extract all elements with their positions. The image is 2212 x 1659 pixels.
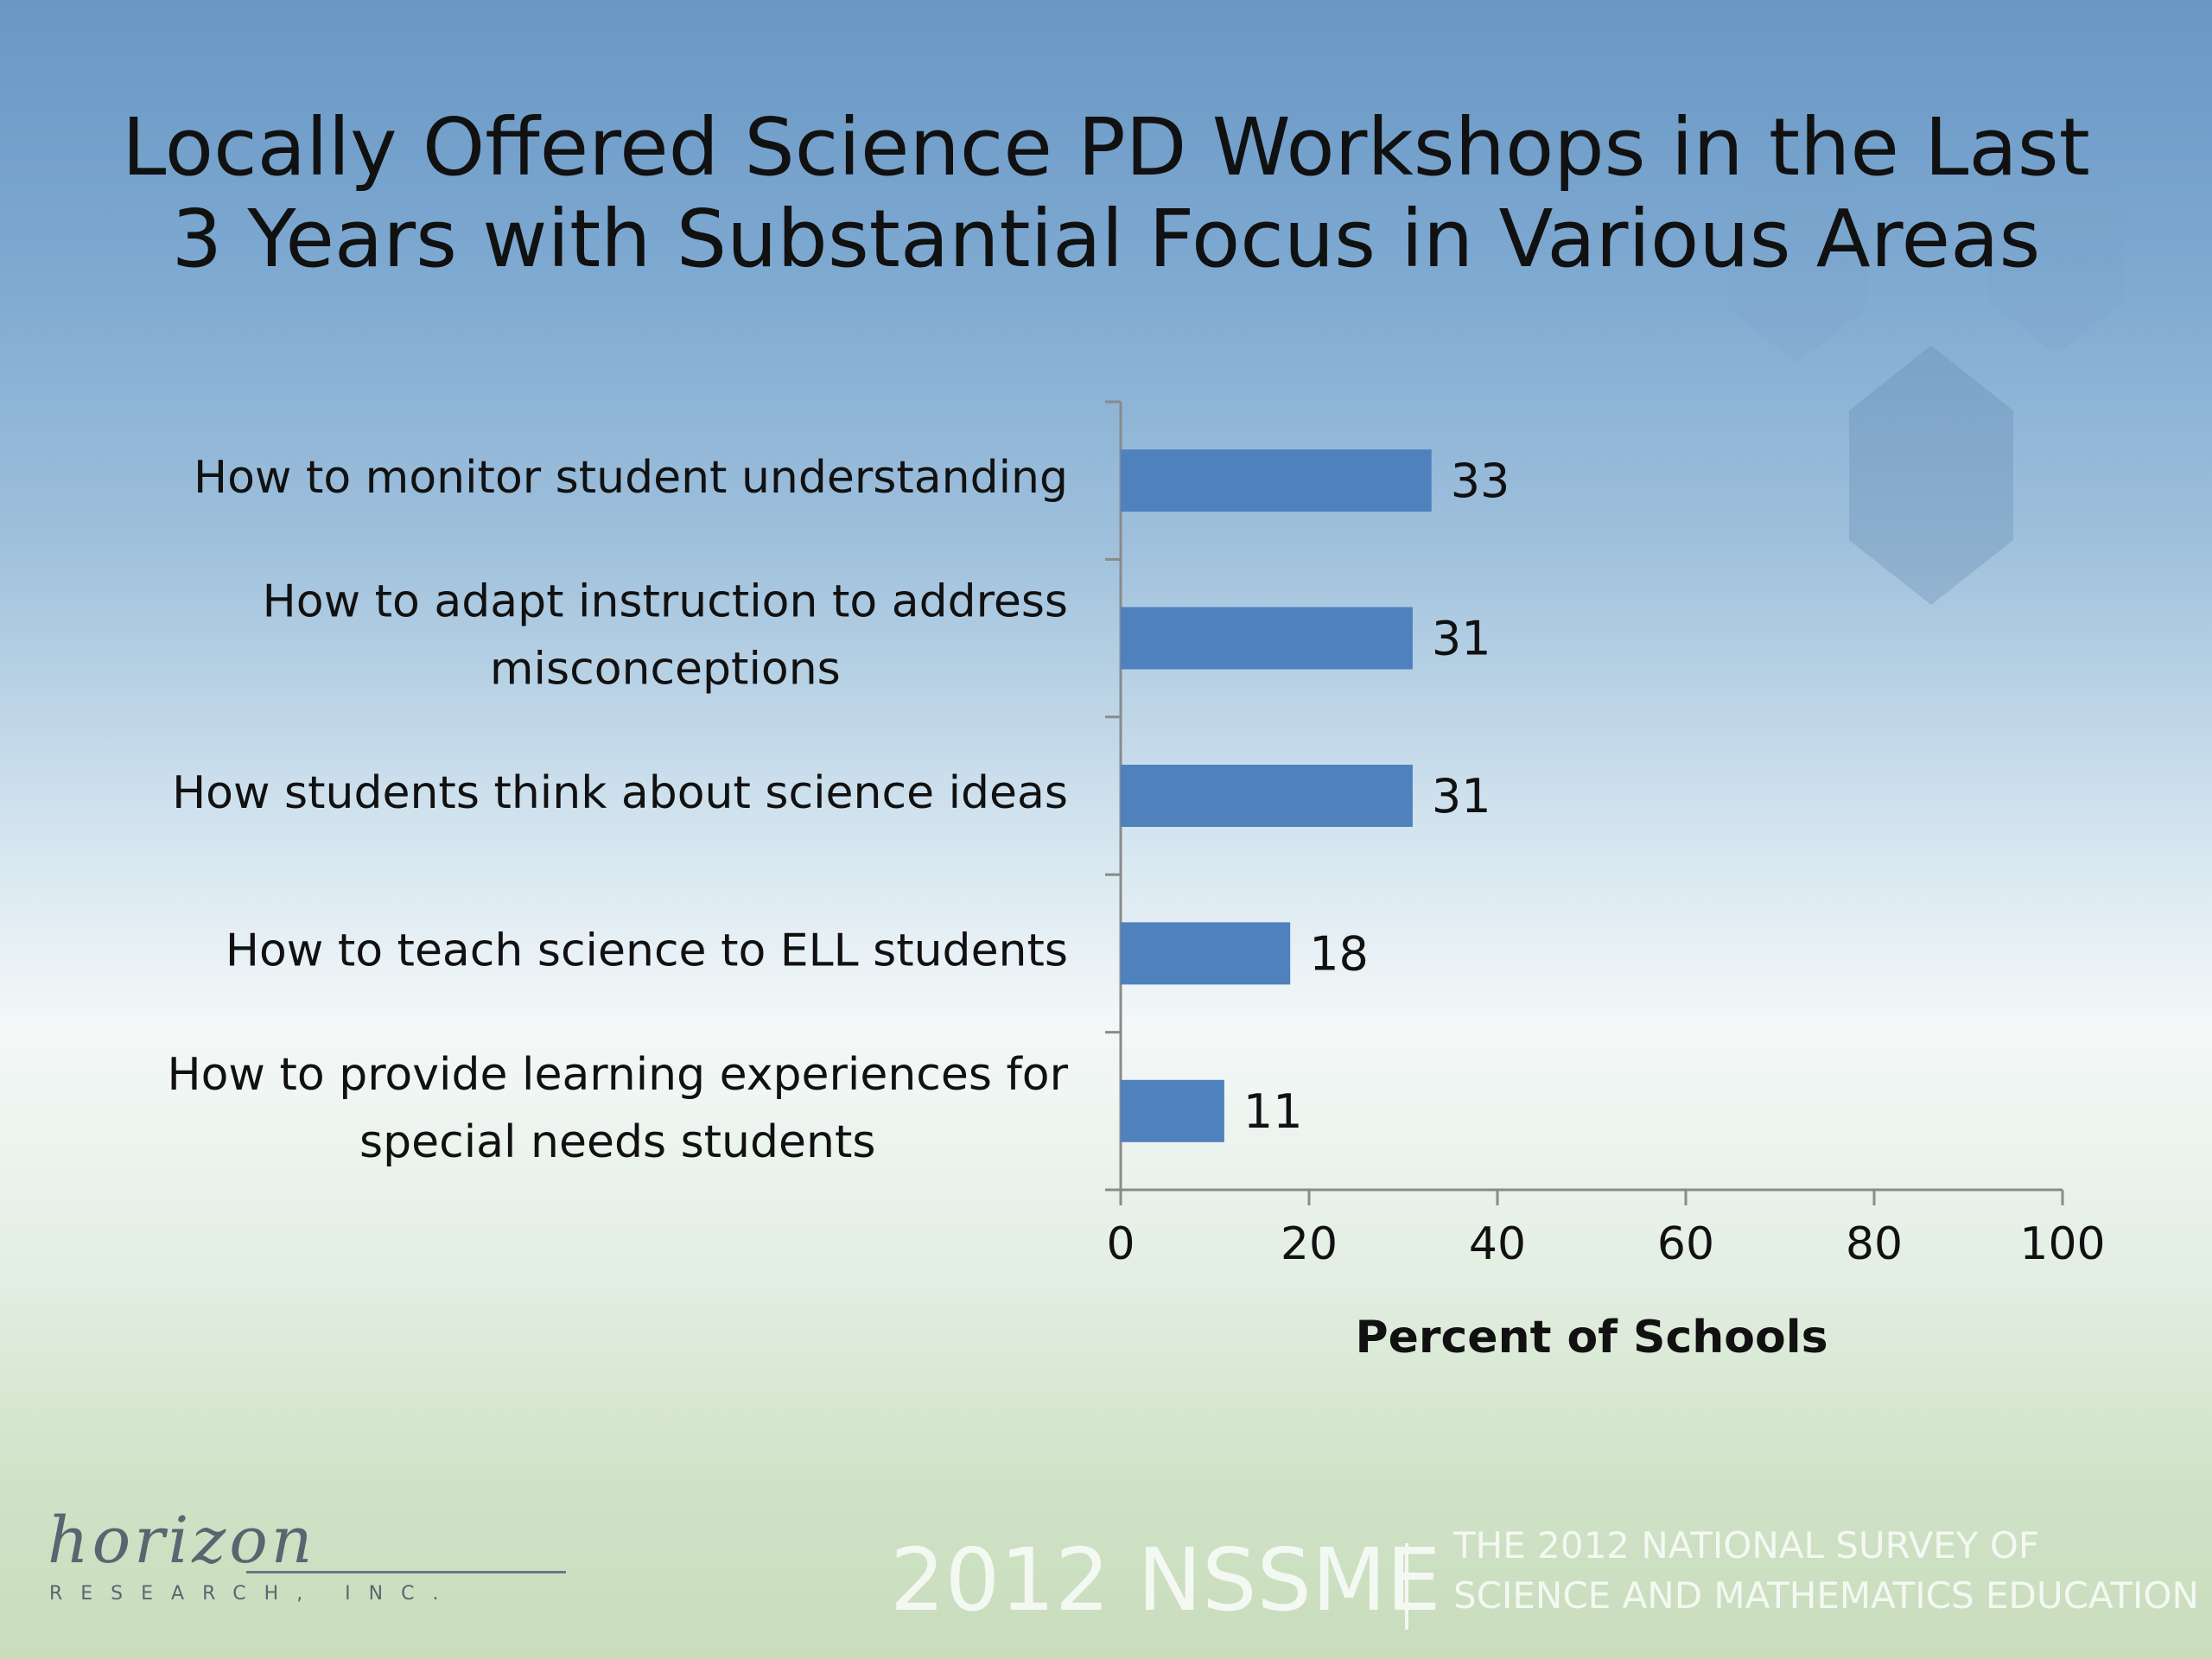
category-label: How to provide learning experiences for xyxy=(167,1049,1068,1101)
bar-value-label: 31 xyxy=(1432,769,1491,823)
nssme-brand: 2012 NSSME xyxy=(890,1529,1441,1630)
x-axis-label: Percent of Schools xyxy=(1355,1312,1827,1363)
bar xyxy=(1121,1079,1224,1142)
x-tick-label: 100 xyxy=(2019,1218,2105,1270)
logo-subtitle: RESEARCH, INC. xyxy=(49,1583,457,1605)
x-tick-label: 80 xyxy=(1846,1218,1903,1270)
category-label: How to adapt instruction to address xyxy=(263,576,1068,628)
background-hexagon xyxy=(1987,138,2126,354)
bar xyxy=(1121,607,1413,670)
x-tick-label: 60 xyxy=(1657,1218,1714,1270)
category-label: misconceptions xyxy=(490,644,841,696)
background-hexagon xyxy=(1849,346,2013,605)
bar-value-label: 11 xyxy=(1243,1084,1303,1139)
slide-title-line-2: 3 Years with Substantial Focus in Variou… xyxy=(171,193,2041,285)
survey-name-line-2: SCIENCE AND MATHEMATICS EDUCATION xyxy=(1453,1574,2199,1617)
brand-divider xyxy=(1405,1543,1408,1630)
slide-title-line-1: Locally Offered Science PD Workshops in … xyxy=(122,101,2090,194)
horizon-research-logo: horizon RESEARCH, INC. xyxy=(48,1503,566,1633)
x-tick-label: 0 xyxy=(1106,1218,1135,1270)
logo-underline xyxy=(246,1571,566,1573)
category-label: How to teach science to ELL students xyxy=(226,925,1068,976)
bar xyxy=(1121,922,1291,985)
category-label: How students think about science ideas xyxy=(172,767,1068,819)
logo-script-text: horizon xyxy=(48,1503,316,1578)
bar xyxy=(1121,449,1432,512)
bar xyxy=(1121,765,1413,827)
bar-value-label: 33 xyxy=(1451,454,1510,508)
survey-name-line-1: THE 2012 NATIONAL SURVEY OF xyxy=(1453,1524,2040,1567)
x-tick-label: 20 xyxy=(1281,1218,1338,1270)
bar-value-label: 18 xyxy=(1309,926,1369,981)
x-tick-label: 40 xyxy=(1469,1218,1526,1270)
survey-name: THE 2012 NATIONAL SURVEY OF SCIENCE AND … xyxy=(1453,1521,2199,1621)
category-label: How to monitor student understanding xyxy=(194,452,1068,504)
slide-title: Locally Offered Science PD Workshops in … xyxy=(0,102,2212,285)
category-label: special needs students xyxy=(359,1116,875,1168)
bar-value-label: 31 xyxy=(1432,612,1491,666)
